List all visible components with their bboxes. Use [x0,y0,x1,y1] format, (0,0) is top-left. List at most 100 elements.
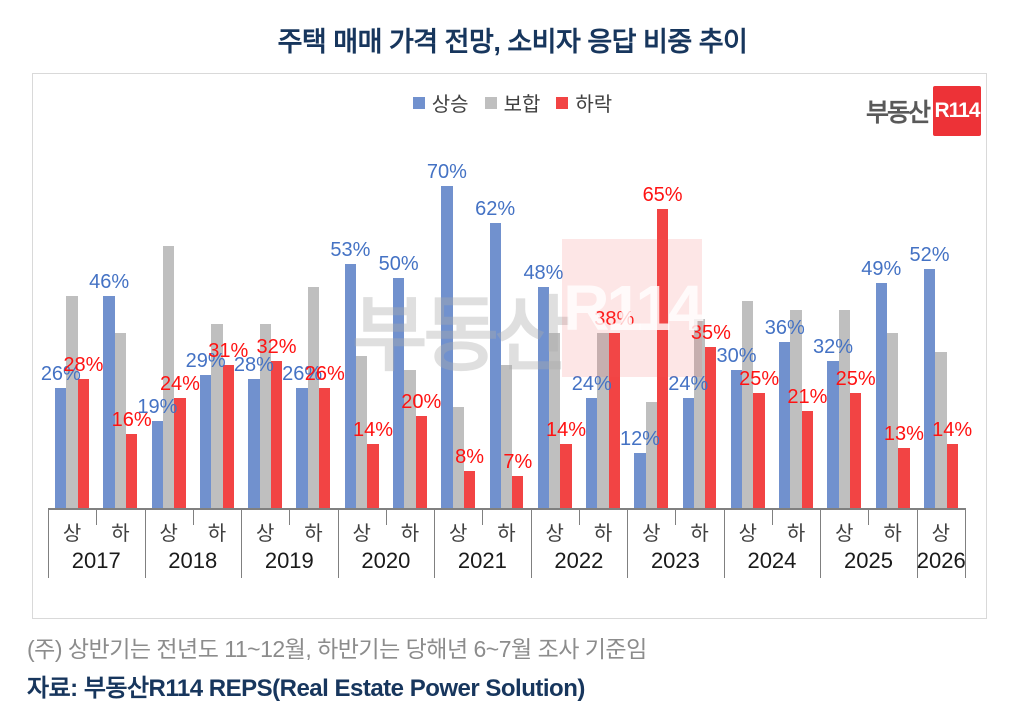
bar-flat [211,324,223,508]
footnote: (주) 상반기는 전년도 11~12월, 하반기는 당해년 6~7월 조사 기준… [27,636,647,662]
legend-item-flat: 보합 [484,88,540,117]
axis-year-divider [48,508,49,578]
axis-half-tick [96,508,98,525]
bar-label-rise: 46% [89,271,130,294]
axis-half-label: 하 [497,523,516,545]
bar-label-fall: 28% [63,354,104,377]
bar-fall [560,443,572,508]
bar-label-rise: 29% [185,349,226,372]
legend: 상승 보합 하락 [0,88,1025,117]
legend-item-fall: 하락 [556,88,612,117]
bar-label-rise: 53% [330,239,371,262]
watermark-r114-icon: R114 [562,239,704,377]
bar-label-fall: 25% [835,368,876,390]
bar-rise [537,287,550,508]
bar-fall [705,347,717,508]
axis-year-divider [434,508,436,578]
bar-flat [549,333,561,508]
bar-label-rise: 36% [764,317,805,340]
chart-frame [32,73,987,619]
bar-fall [849,393,862,508]
axis-year-label: 2025 [843,548,893,573]
bar-label-rise: 70% [426,161,467,183]
bar-flat [404,370,416,508]
axis-half-label: 상 [931,523,951,545]
bar-label-rise: 12% [619,427,660,450]
bar-rise [55,388,67,508]
axis-half-tick [482,508,484,525]
legend-item-rise: 상승 [412,88,469,117]
bar-label-rise: 62% [475,197,516,220]
bar-rise [923,268,936,508]
bar-label-fall: 35% [690,322,731,344]
bar-rise [199,374,212,508]
bar-label-rise: 28% [233,354,274,377]
axis-year-divider [916,508,918,578]
bar-fall [608,333,620,508]
bar-label-rise: 49% [861,257,902,280]
axis-year-label: 2019 [264,548,314,573]
axis-half-label: 하 [304,523,323,545]
bar-label-fall: 16% [111,409,152,432]
axis-half-tick [868,508,870,525]
axis-year-divider [627,508,629,578]
bar-fall [126,434,138,508]
axis-half-label: 하 [786,523,806,545]
axis-year-label: 2020 [361,548,411,573]
axis-year-label: 2026 [916,548,966,573]
bar-fall [367,443,379,508]
axis-half-label: 상 [449,523,468,545]
bar-label-fall: 20% [401,391,442,413]
bar-flat [114,333,127,508]
bar-fall [77,379,90,508]
bar-flat [693,319,706,508]
bar-label-rise: 24% [668,372,709,395]
bar-fall [512,475,524,508]
axis-year-label: 2017 [71,548,121,573]
bar-rise [682,397,694,508]
axis-year-divider [820,508,822,578]
bar-label-rise: 52% [909,243,950,266]
axis-half-label: 상 [352,523,371,545]
bar-fall [463,471,476,508]
bar-flat [307,287,320,508]
bar-label-rise: 19% [137,395,178,418]
bar-fall [319,388,331,508]
bar-label-fall: 14% [546,418,587,441]
bar-flat [163,245,175,508]
axis-half-label: 상 [62,523,82,545]
bar-flat [935,351,947,508]
legend-label-rise: 상승 [431,94,469,116]
axis-year-label: 2024 [747,548,797,573]
bar-rise [634,452,646,508]
axis-half-tick [771,508,773,525]
axis-half-tick [289,508,291,525]
axis-half-tick [578,508,580,525]
bar-label-fall: 25% [739,368,780,390]
rise-swatch-icon [412,96,425,109]
axis-year-divider [723,508,725,578]
bar-fall [415,416,427,508]
bar-fall [946,443,958,508]
bar-flat [597,333,609,508]
bar-label-fall: 13% [883,423,924,446]
bar-flat [790,310,802,508]
bar-label-rise: 50% [378,253,419,275]
bar-flat [66,296,78,508]
axis-half-label: 하 [207,523,227,545]
axis-half-label: 하 [690,523,709,545]
bar-fall [270,360,283,508]
x-axis-line [48,508,966,510]
brand-logo-r114-icon: R114 [933,86,981,136]
axis-half-label: 상 [835,523,854,545]
bar-label-fall: 38% [594,308,635,331]
bar-rise [296,388,308,508]
bar-label-rise: 48% [523,262,564,285]
axis-year-label: 2021 [457,548,507,573]
axis-year-divider [241,508,243,578]
bar-rise [393,278,405,508]
bar-rise [730,370,743,508]
axis-year-label: 2018 [168,548,218,573]
flat-swatch-icon [484,96,497,109]
